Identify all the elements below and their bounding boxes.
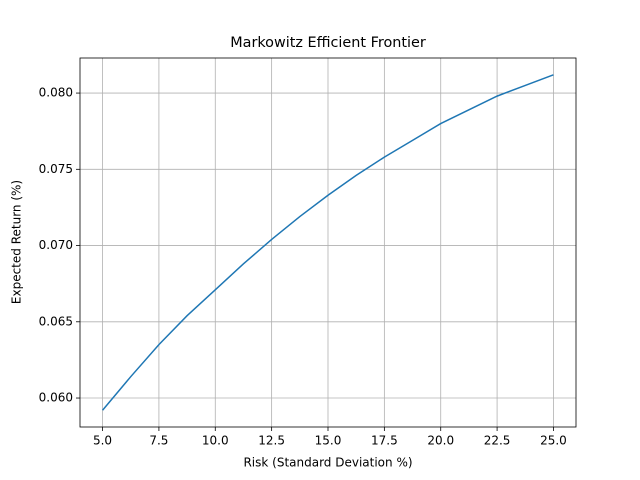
x-tick-label: 15.0 <box>315 434 342 448</box>
plot-frame <box>79 57 577 428</box>
y-tick-label: 0.075 <box>39 162 73 176</box>
x-axis-label: Risk (Standard Deviation %) <box>243 456 412 470</box>
x-tick-label: 12.5 <box>258 434 285 448</box>
y-tick-label: 0.060 <box>39 391 73 405</box>
y-axis-label: Expected Return (%) <box>10 180 24 304</box>
x-tick-label: 5.0 <box>93 434 112 448</box>
x-tick-label: 7.5 <box>149 434 168 448</box>
x-tick-label: 10.0 <box>202 434 229 448</box>
line-series <box>101 74 554 411</box>
x-tick-label: 22.5 <box>484 434 511 448</box>
y-tick-label: 0.065 <box>39 314 73 328</box>
x-tick-label: 25.0 <box>540 434 567 448</box>
x-tick-label: 17.5 <box>371 434 398 448</box>
chart-title: Markowitz Efficient Frontier <box>230 35 426 51</box>
y-tick-label: 0.080 <box>39 86 73 100</box>
x-tick-label: 20.0 <box>427 434 454 448</box>
y-tick-label: 0.070 <box>39 238 73 252</box>
